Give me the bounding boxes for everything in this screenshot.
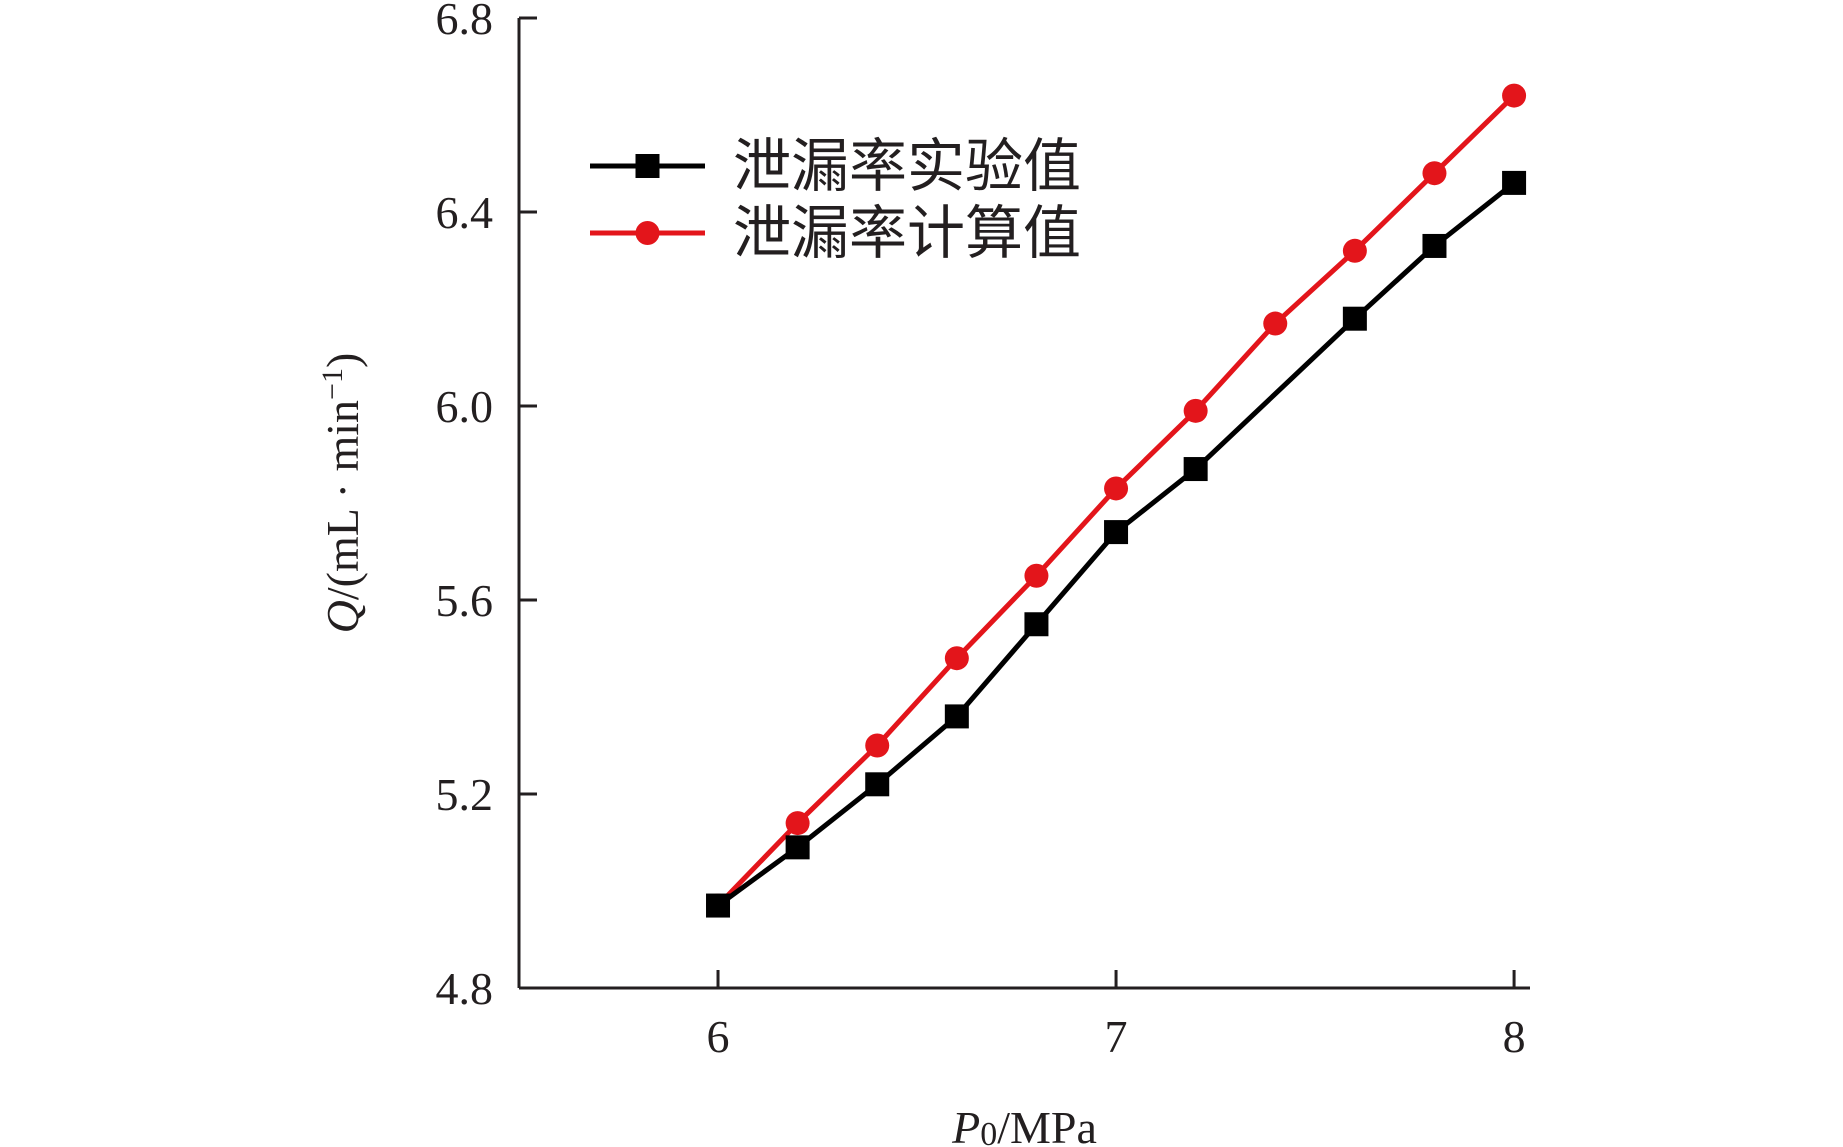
x-tick-label: 7 [1105,1011,1128,1062]
x-axis-title: P0/MPa [951,1102,1097,1147]
series-layer [706,83,1527,918]
data-point-square [944,704,969,729]
legend-marker-square [635,154,660,178]
x-axis-subscript: 0 [980,1116,997,1147]
data-point-square [865,772,890,797]
data-point-circle [1263,311,1288,336]
y-axis-title: Q/(mL · min−1) [316,353,369,634]
y-axis-symbol: Q [317,600,368,633]
legend-label: 泄漏率实验值 [733,132,1081,200]
data-point-square [785,835,810,860]
data-point-circle [785,811,810,836]
data-point-circle [1422,161,1447,186]
data-point-square [1183,457,1208,482]
series-line-0 [716,180,1516,908]
y-axis-unit: /(mL · min [317,400,368,600]
y-tick-label: 6.4 [436,187,494,238]
y-tick-label: 5.2 [436,769,494,820]
data-point-circle [1024,563,1049,588]
data-point-square [706,893,731,918]
y-axis-close: ) [317,353,368,368]
x-axis-symbol: P [951,1102,980,1147]
y-tick-label: 4.8 [436,963,494,1014]
data-point-circle [944,646,969,671]
data-point-circle [1502,83,1527,108]
data-point-square [1024,612,1049,637]
y-tick-label: 5.6 [436,575,494,626]
data-point-circle [1183,398,1208,423]
y-axis-superscript: −1 [316,368,349,400]
y-tick-label: 6.8 [436,0,494,44]
data-point-square [1342,306,1367,331]
axes: 4.8 5.2 5.6 6.0 6.4 6.8 6 7 8 P0/MPa Q/(mL · min−1… [316,0,1530,1147]
data-point-square [1502,170,1527,195]
legend-marker-circle [635,221,660,245]
data-point-square [1104,520,1129,545]
data-point-circle [1104,476,1129,501]
x-tick-label: 6 [707,1011,730,1062]
data-point-circle [1342,238,1367,263]
x-axis-unit: /MPa [997,1102,1097,1147]
legend-label: 泄漏率计算值 [733,199,1081,267]
data-point-circle [865,733,890,758]
data-point-square [1422,233,1447,258]
y-tick-label: 6.0 [436,381,494,432]
x-tick-label: 8 [1503,1011,1526,1062]
